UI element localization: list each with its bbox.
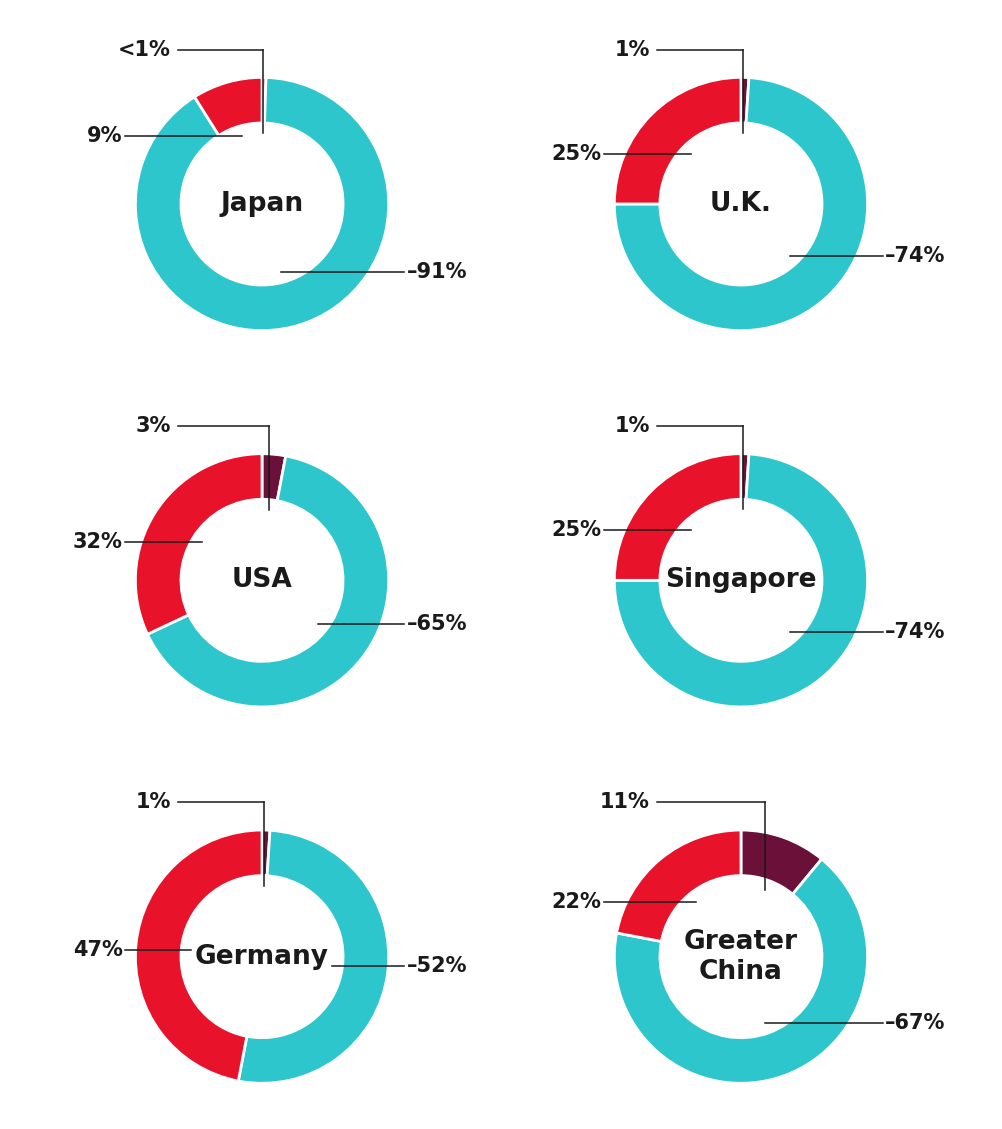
Text: –91%: –91%	[406, 262, 466, 282]
Text: Germany: Germany	[194, 944, 329, 970]
Text: 11%: 11%	[599, 793, 649, 812]
Text: Singapore: Singapore	[664, 568, 816, 594]
Wedge shape	[262, 454, 286, 501]
Text: 47%: 47%	[73, 940, 122, 960]
Wedge shape	[616, 830, 740, 942]
Text: –52%: –52%	[406, 955, 466, 975]
Wedge shape	[614, 454, 740, 580]
Wedge shape	[135, 78, 388, 331]
Wedge shape	[614, 454, 867, 707]
Text: –65%: –65%	[406, 614, 466, 633]
Wedge shape	[614, 78, 740, 204]
Text: Japan: Japan	[220, 191, 304, 217]
Text: 1%: 1%	[614, 40, 649, 60]
Wedge shape	[135, 454, 262, 634]
Wedge shape	[238, 830, 388, 1084]
Text: USA: USA	[231, 568, 293, 594]
Wedge shape	[135, 830, 262, 1082]
Text: 25%: 25%	[551, 143, 601, 164]
Wedge shape	[614, 859, 867, 1084]
Text: 32%: 32%	[73, 533, 122, 552]
Text: 3%: 3%	[135, 415, 170, 436]
Wedge shape	[740, 830, 821, 894]
Wedge shape	[194, 78, 262, 135]
Wedge shape	[262, 78, 266, 123]
Text: <1%: <1%	[118, 40, 170, 60]
Text: 1%: 1%	[614, 415, 649, 436]
Wedge shape	[614, 78, 867, 331]
Wedge shape	[740, 78, 748, 123]
Text: 25%: 25%	[551, 520, 601, 540]
Wedge shape	[740, 454, 748, 499]
Text: –74%: –74%	[885, 622, 945, 642]
Text: 1%: 1%	[135, 793, 170, 812]
Text: –67%: –67%	[885, 1014, 945, 1033]
Text: Greater
China: Greater China	[683, 929, 798, 984]
Text: U.K.: U.K.	[709, 191, 772, 217]
Wedge shape	[262, 830, 270, 876]
Text: 22%: 22%	[551, 892, 601, 912]
Wedge shape	[147, 456, 388, 707]
Text: –74%: –74%	[885, 246, 945, 265]
Text: 9%: 9%	[87, 125, 122, 146]
